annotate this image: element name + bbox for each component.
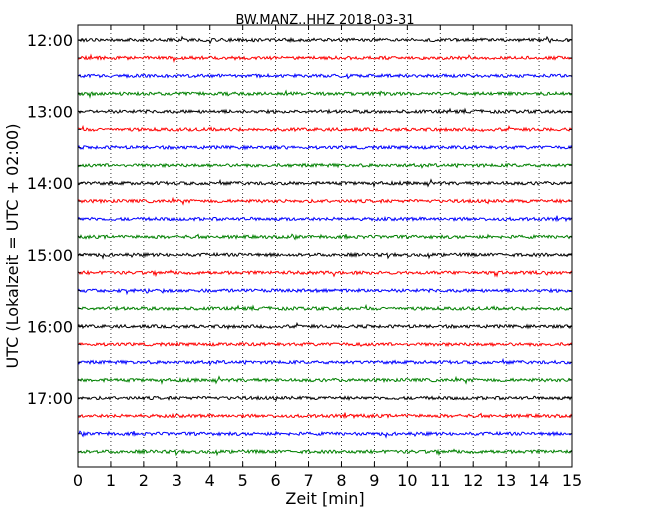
trace-line: [77, 196, 573, 206]
y-axis-ticks: 12:00 13:00 14:00 15:00 16:00 17:00: [27, 31, 572, 453]
x-tick-label: 11: [430, 471, 450, 490]
trace-line: [77, 251, 573, 260]
x-axis-label: Zeit [min]: [285, 489, 364, 508]
y-tick-label: 17:00: [27, 389, 73, 408]
x-tick-label: 3: [172, 471, 182, 490]
trace-line: [77, 35, 573, 45]
y-tick-label: 14:00: [27, 174, 73, 193]
x-tick-label: 2: [139, 471, 149, 490]
trace-line: [77, 72, 573, 80]
x-tick-label: 6: [271, 471, 281, 490]
x-tick-label: 9: [369, 471, 379, 490]
x-tick-label: 13: [496, 471, 516, 490]
trace-line: [77, 89, 573, 99]
x-tick-label: 0: [73, 471, 83, 490]
trace-line: [77, 430, 573, 439]
trace-line: [77, 321, 573, 331]
plot-frame: [77, 24, 573, 468]
trace-line: [77, 375, 573, 385]
trace-line: [77, 178, 573, 189]
trace-line: [77, 269, 573, 278]
y-tick-label: 12:00: [27, 31, 73, 50]
trace-line: [77, 144, 573, 151]
seismogram-traces: [77, 35, 573, 457]
x-tick-label: 14: [529, 471, 549, 490]
trace-line: [77, 162, 573, 169]
trace-line: [77, 395, 573, 402]
trace-line: [77, 124, 573, 134]
x-tick-label: 5: [238, 471, 248, 490]
y-tick-label: 13:00: [27, 103, 73, 122]
trace-line: [77, 53, 573, 64]
y-axis-label: UTC (Lokalzeit = UTC + 02:00): [3, 124, 22, 369]
trace-line: [77, 233, 573, 241]
trace-line: [77, 107, 573, 115]
x-tick-label: 4: [205, 471, 215, 490]
x-tick-label: 8: [336, 471, 346, 490]
y-tick-label: 15:00: [27, 246, 73, 265]
trace-line: [77, 303, 573, 312]
x-tick-label: 15: [562, 471, 582, 490]
grid-lines: [110, 25, 540, 467]
trace-line: [77, 448, 573, 457]
trace-line: [77, 357, 573, 366]
x-tick-label: 12: [463, 471, 483, 490]
x-tick-label: 10: [397, 471, 417, 490]
chart-title: BW.MANZ..HHZ 2018-03-31: [235, 13, 414, 28]
trace-line: [77, 287, 573, 296]
y-tick-label: 16:00: [27, 317, 73, 336]
x-tick-label: 1: [106, 471, 116, 490]
trace-line: [77, 341, 573, 348]
x-tick-label: 7: [303, 471, 313, 490]
x-axis-ticks: 0 1 2 3 4 5 6 7 8 9 10 11 12 13 14 15: [73, 25, 582, 490]
trace-line: [77, 412, 573, 420]
trace-line: [77, 215, 573, 223]
